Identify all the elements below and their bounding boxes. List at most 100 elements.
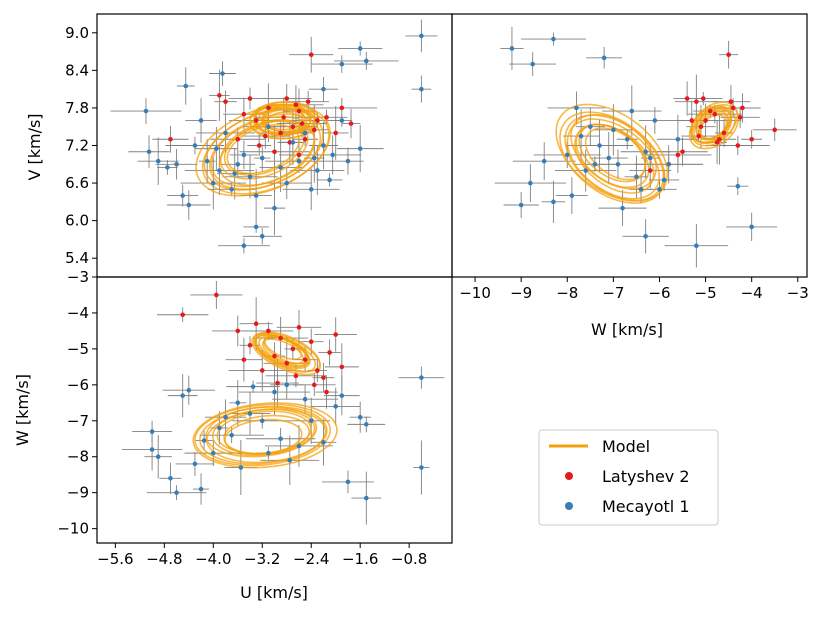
mecayotl-1-point	[357, 414, 363, 420]
mecayotl-1-point	[327, 177, 332, 183]
mecayotl-1-point	[629, 108, 635, 114]
x-tick-label: −5	[695, 284, 717, 302]
x-tick-label: −2.4	[293, 550, 329, 568]
latyshev-2-point	[259, 368, 265, 373]
mecayotl-1-point	[315, 168, 320, 173]
latyshev-2-point	[772, 127, 778, 133]
mecayotl-1-point	[155, 158, 161, 164]
plot-area	[110, 19, 438, 254]
mecayotl-1-point	[201, 438, 207, 443]
mecayotl-1-point	[296, 158, 302, 164]
mecayotl-1-point	[192, 461, 198, 467]
mecayotl-1-point	[155, 454, 161, 460]
mecayotl-1-point	[235, 161, 241, 167]
mecayotl-1-point	[143, 108, 149, 114]
mecayotl-1-point	[174, 490, 179, 495]
latyshev-2-point	[698, 124, 704, 130]
x-tick-label: −3.2	[244, 550, 280, 568]
latyshev-2-point	[253, 321, 259, 327]
latyshev-2-point	[302, 136, 308, 142]
mecayotl-1-point	[357, 46, 363, 51]
model-ellipse	[194, 403, 332, 467]
mecayotl-1-point	[284, 382, 290, 388]
mecayotl-1-point	[647, 155, 653, 161]
plot-area	[494, 27, 797, 268]
latyshev-2-point	[293, 102, 299, 108]
latyshev-2-point	[247, 96, 253, 101]
axes-frame	[451, 13, 808, 278]
latyshev-2-point	[241, 357, 247, 362]
mecayotl-1-point	[364, 495, 369, 501]
mecayotl-1-point	[250, 384, 256, 389]
mecayotl-1-point	[198, 118, 204, 123]
latyshev-2-point	[311, 382, 317, 388]
mecayotl-1-point	[364, 422, 369, 427]
ylabel-v: V [km/s]	[25, 113, 44, 180]
mecayotl-1-point	[578, 133, 584, 139]
mecayotl-1-point	[210, 180, 216, 186]
model-ellipse	[206, 408, 327, 464]
mecayotl-1-point	[247, 174, 253, 180]
mecayotl-1-point	[266, 124, 271, 130]
mecayotl-1-point	[186, 202, 192, 208]
latyshev-2-point	[308, 339, 314, 345]
mecayotl-1-point	[321, 143, 326, 148]
mecayotl-1-point	[509, 46, 515, 51]
mecayotl-1-point	[339, 118, 345, 123]
mecayotl-1-point	[657, 187, 662, 192]
x-tick-label: −5.6	[97, 550, 133, 568]
latyshev-2-point	[684, 96, 690, 101]
mecayotl-1-point	[266, 450, 271, 456]
latyshev-2-point	[168, 136, 173, 142]
mecayotl-1-point	[198, 486, 204, 492]
mecayotl-1-point	[611, 127, 616, 133]
panel-u-v: 5.4 6.0 6.6 7.2 7.8 8.4 9.0	[65, 13, 453, 278]
mecayotl-1-point	[290, 140, 296, 145]
mecayotl-1-point	[302, 396, 308, 402]
mecayotl-1-point	[624, 136, 630, 142]
mecayotl-1-point	[541, 158, 547, 164]
model-ellipse	[199, 405, 328, 465]
mecayotl-1-point	[345, 158, 351, 164]
mecayotl-1-point	[735, 183, 741, 189]
y-tick-label: 5.4	[65, 249, 89, 267]
latyshev-2-point	[275, 380, 280, 386]
legend-model-label: Model	[602, 437, 650, 456]
mecayotl-1-point	[574, 105, 579, 111]
mecayotl-1-point	[253, 193, 259, 198]
latyshev-2-point	[247, 342, 253, 348]
latyshev-2-point	[315, 118, 320, 123]
mecayotl-1-point	[229, 432, 234, 438]
mecayotl-1-point	[364, 58, 369, 64]
mecayotl-1-point	[272, 389, 277, 395]
mecayotl-1-point	[287, 458, 293, 463]
mecayotl-1-point	[223, 130, 228, 136]
latyshev-2-point	[299, 121, 305, 126]
latyshev-2-point	[266, 328, 271, 334]
mecayotl-1-point	[661, 177, 667, 183]
latyshev-2-point	[223, 99, 228, 104]
latyshev-2-point	[308, 52, 314, 58]
mecayotl-1-point	[330, 152, 335, 158]
mecayotl-1-point	[339, 393, 345, 398]
latyshev-2-point	[315, 368, 320, 373]
mecayotl-1-point	[235, 400, 241, 406]
mecayotl-1-point	[357, 146, 363, 151]
model-ellipse	[578, 123, 646, 183]
x-tick-label: −7	[602, 284, 624, 302]
mecayotl-1-point	[606, 155, 612, 161]
mecayotl-1-point	[419, 375, 424, 380]
mecayotl-1-point	[634, 174, 639, 180]
mecayotl-1-point	[551, 199, 556, 205]
x-tick-label: −8	[556, 284, 578, 302]
mecayotl-1-point	[530, 61, 535, 67]
latyshev-2-point	[749, 136, 754, 142]
y-tick-label: −5	[67, 340, 89, 358]
x-tick-label: −1.6	[342, 550, 378, 568]
latyshev-2-point	[712, 111, 718, 117]
x-tick-label: −10	[459, 284, 491, 302]
latyshev-2-point	[707, 108, 713, 114]
mecayotl-1-point	[588, 124, 593, 130]
latyshev-2-point	[689, 118, 695, 123]
mecayotl-1-point	[620, 205, 625, 211]
